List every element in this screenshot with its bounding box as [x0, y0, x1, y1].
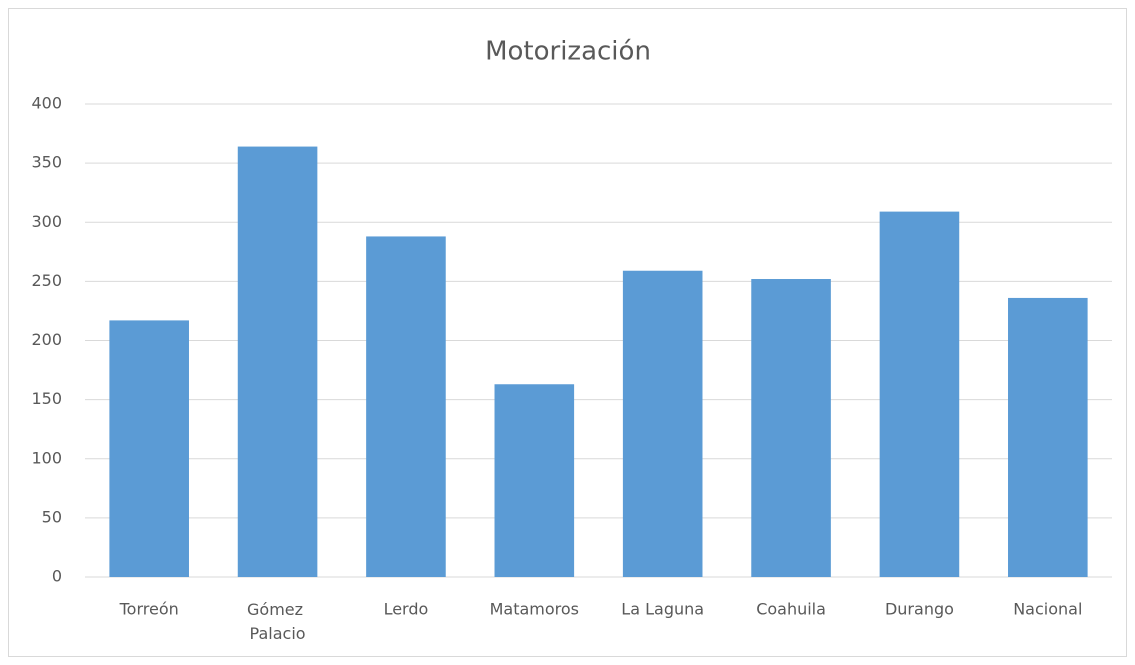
x-tick-label: La Laguna	[621, 600, 704, 619]
x-tick-label: Gómez Palacio	[247, 600, 308, 643]
bar	[622, 270, 703, 577]
x-tick-label: Durango	[885, 600, 954, 619]
y-tick-label: 150	[31, 389, 62, 408]
y-tick-label: 50	[42, 507, 62, 526]
bar	[494, 384, 575, 577]
x-tick-label: Matamoros	[490, 600, 579, 619]
y-tick-label: 0	[52, 567, 62, 586]
y-tick-label: 200	[31, 330, 62, 349]
y-tick-label: 250	[31, 271, 62, 290]
x-tick-label: Lerdo	[384, 600, 429, 619]
y-tick-label: 100	[31, 448, 62, 467]
bar	[879, 211, 960, 578]
chart-title: Motorización	[485, 37, 651, 67]
bar	[1008, 297, 1088, 577]
bar	[109, 320, 189, 577]
bar	[237, 146, 318, 577]
y-tick-label: 400	[31, 94, 62, 113]
bar	[751, 279, 831, 577]
y-tick-label: 350	[31, 153, 62, 172]
x-tick-label: Torreón	[119, 600, 179, 619]
bar	[366, 236, 446, 577]
x-tick-label: Nacional	[1013, 600, 1082, 619]
x-tick-label: Coahuila	[756, 600, 826, 619]
y-tick-label: 300	[31, 212, 62, 231]
